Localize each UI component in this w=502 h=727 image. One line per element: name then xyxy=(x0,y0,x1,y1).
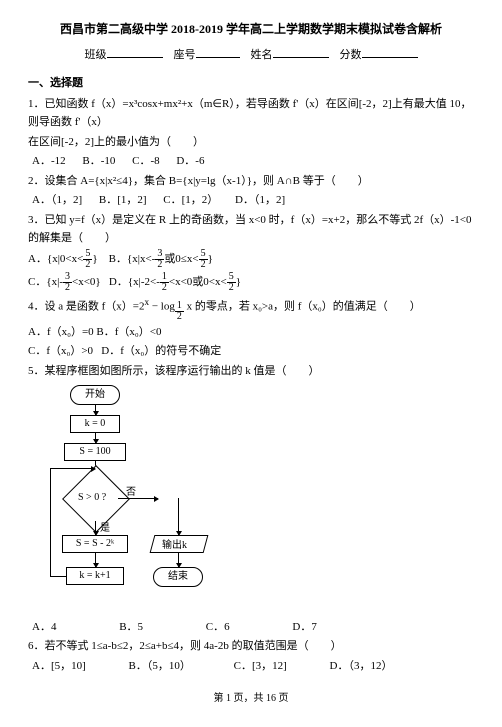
arrow xyxy=(178,498,179,535)
q6-C: C．[3，12] xyxy=(234,660,287,672)
q5-C: C．6 xyxy=(206,621,230,633)
q3-row2: C．{x|-32<x<0} D．{x|-2<-12<x<0或0<x<52} xyxy=(28,272,474,293)
q2-D: D．（1，2] xyxy=(235,194,285,206)
info-row: 班级 座号 姓名 分数 xyxy=(28,45,474,65)
q5-stem: 5．某程序框图如图所示，该程序运行输出的 k 值是（ ） xyxy=(28,363,474,381)
blank-class xyxy=(107,45,163,58)
blank-score xyxy=(362,45,418,58)
q1-stem2: 在区间[-2，2]上的最小值为（ ） xyxy=(28,134,474,152)
arrow xyxy=(95,521,96,535)
q5-D: D．7 xyxy=(292,621,316,633)
blank-seat xyxy=(196,45,240,58)
q2-stem: 2．设集合 A={x|x²≤4}，集合 B={x|y=lg（x-1）}，则 A∩… xyxy=(28,173,474,191)
arrow xyxy=(95,433,96,443)
flow-out: 输出k xyxy=(162,538,187,554)
q6-options: A．[5，10] B．（5，10） C．[3，12] D．（3，12） xyxy=(32,658,474,676)
q6-B: B．（5，10） xyxy=(129,660,191,672)
q5-A: A．4 xyxy=(32,621,56,633)
q3-B: B．{x|x<-32或0≤x<52} xyxy=(109,253,213,265)
flow-end: 结束 xyxy=(153,567,203,587)
q6-D: D．（3，12） xyxy=(330,660,393,672)
q1-options: A．-12 B．-10 C．-8 D．-6 xyxy=(32,153,474,171)
q1-A: A．-12 xyxy=(32,155,66,167)
q1-stem1: 1．已知函数 f（x）=x³cosx+mx²+x（m∈R），若导函数 f'（x）… xyxy=(28,96,474,131)
line xyxy=(50,468,51,576)
q4-row1: A．f（x₀）=0 B．f（x₀）<0 xyxy=(28,324,474,342)
q3-A: A．{x|0<x<52} xyxy=(28,253,98,265)
label-name: 姓名 xyxy=(251,47,273,65)
q2-A: A．（1，2] xyxy=(32,194,82,206)
q3-row1: A．{x|0<x<52} B．{x|x<-32或0≤x<52} xyxy=(28,249,474,270)
line xyxy=(50,576,66,577)
arrow xyxy=(95,405,96,415)
q4-A: A．f（x₀）=0 xyxy=(28,326,94,338)
q2-options: A．（1，2] B．[1，2] C．[1，2） D．（1，2] xyxy=(32,192,474,210)
q1-B: B．-10 xyxy=(82,155,115,167)
flow-s100: S = 100 xyxy=(64,443,126,461)
q4-B: B．f（x₀）<0 xyxy=(96,326,161,338)
q6-A: A．[5，10] xyxy=(32,660,86,672)
q5-options: A．4 B．5 C．6 D．7 xyxy=(32,619,474,637)
q3-D: D．{x|-2<-12<x<0或0<x<52} xyxy=(109,276,241,288)
q5-B: B．5 xyxy=(119,621,143,633)
arrow xyxy=(50,468,95,469)
flow-upd: S = S - 2ᵏ xyxy=(62,535,128,553)
arrow xyxy=(178,553,179,567)
flowchart: 开始 k = 0 S = 100 S > 0 ? 否 是 S = S - 2ᵏ … xyxy=(44,385,244,615)
flow-kpp: k = k+1 xyxy=(66,567,124,585)
label-score: 分数 xyxy=(340,47,362,65)
q2-C: C．[1，2） xyxy=(163,194,218,206)
q4-row2: C．f（x₀）>0 D．f（x₀）的符号不确定 xyxy=(28,343,474,361)
flow-cond: S > 0 ? xyxy=(78,490,106,506)
arrow xyxy=(95,553,96,567)
q4-C: C．f（x₀）>0 xyxy=(28,345,93,357)
flow-k0: k = 0 xyxy=(70,415,120,433)
q1-C: C．-8 xyxy=(132,155,160,167)
q3-stem: 3．已知 y=f（x）是定义在 R 上的奇函数，当 x<0 时，f（x）=x+2… xyxy=(28,212,474,247)
q1-D: D．-6 xyxy=(176,155,204,167)
q6-stem: 6．若不等式 1≤a-b≤2，2≤a+b≤4，则 4a-2b 的取值范围是（ ） xyxy=(28,638,474,656)
label-seat: 座号 xyxy=(174,47,196,65)
q4-D: D．f（x₀）的符号不确定 xyxy=(101,345,221,357)
flow-start: 开始 xyxy=(70,385,120,405)
arrow xyxy=(118,498,158,499)
label-class: 班级 xyxy=(85,47,107,65)
section-1-head: 一、选择题 xyxy=(28,75,474,93)
q3-C: C．{x|-32<x<0} xyxy=(28,276,101,288)
q2-B: B．[1，2] xyxy=(99,194,147,206)
blank-name xyxy=(273,45,329,58)
q4-stem: 4．设 a 是函数 f（x）=2x − log12 x 的零点，若 x₀>a，则… xyxy=(28,295,474,322)
page-title: 西昌市第二高级中学 2018-2019 学年高二上学期数学期末模拟试卷含解析 xyxy=(28,20,474,39)
